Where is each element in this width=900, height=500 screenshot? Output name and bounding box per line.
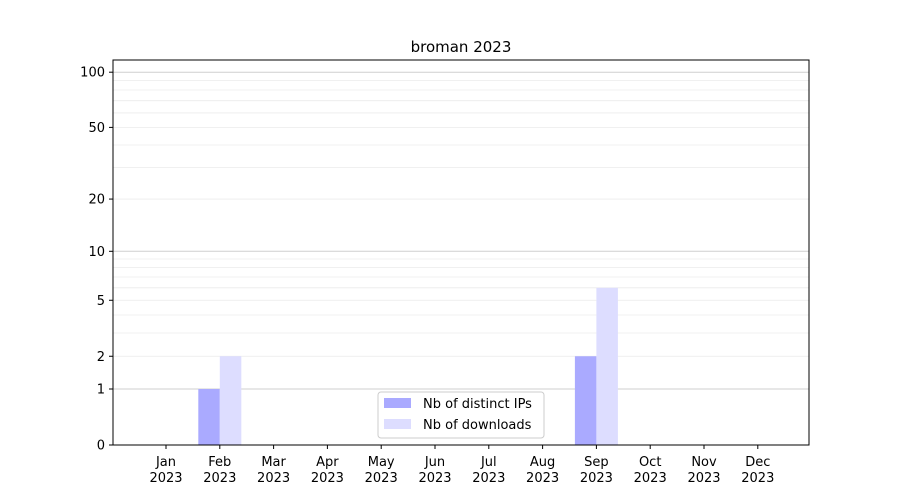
y-tick-label: 5 (97, 294, 105, 309)
x-tick-label: Sep 2023 (580, 455, 613, 486)
x-tick-label: Nov 2023 (687, 455, 720, 486)
y-tick-label: 100 (80, 66, 105, 81)
y-tick-label: 1 (97, 383, 105, 398)
plot-frame (112, 59, 810, 446)
x-tick-label: Aug 2023 (526, 455, 559, 486)
x-tick-label: Feb 2023 (203, 455, 236, 486)
x-tick-label: Jun 2023 (418, 455, 451, 486)
legend-label: Nb of distinct IPs (423, 397, 532, 412)
x-tick-label: Oct 2023 (634, 455, 667, 486)
x-tick-label: Apr 2023 (311, 455, 344, 486)
legend-swatch (384, 398, 411, 408)
y-tick-label: 50 (88, 121, 105, 136)
x-tick-label: Mar 2023 (257, 455, 290, 486)
chart-title: broman 2023 (411, 38, 512, 56)
y-tick-label: 2 (97, 350, 105, 365)
y-tick-label: 20 (88, 193, 105, 208)
bar-distinct-ips (574, 356, 597, 445)
y-tick-label: 10 (88, 245, 105, 260)
x-tick-label: Dec 2023 (741, 455, 774, 486)
legend-swatch (384, 419, 411, 429)
y-tick-label: 0 (97, 439, 105, 454)
bar-downloads (596, 287, 618, 445)
legend-label: Nb of downloads (423, 418, 532, 433)
x-tick-label: May 2023 (365, 455, 398, 486)
bar-downloads (219, 356, 242, 445)
x-tick-label: Jul 2023 (472, 455, 505, 486)
bar-distinct-ips (198, 389, 220, 445)
legend: Nb of distinct IPs Nb of downloads (377, 391, 545, 439)
x-tick-label: Jan 2023 (149, 455, 182, 486)
